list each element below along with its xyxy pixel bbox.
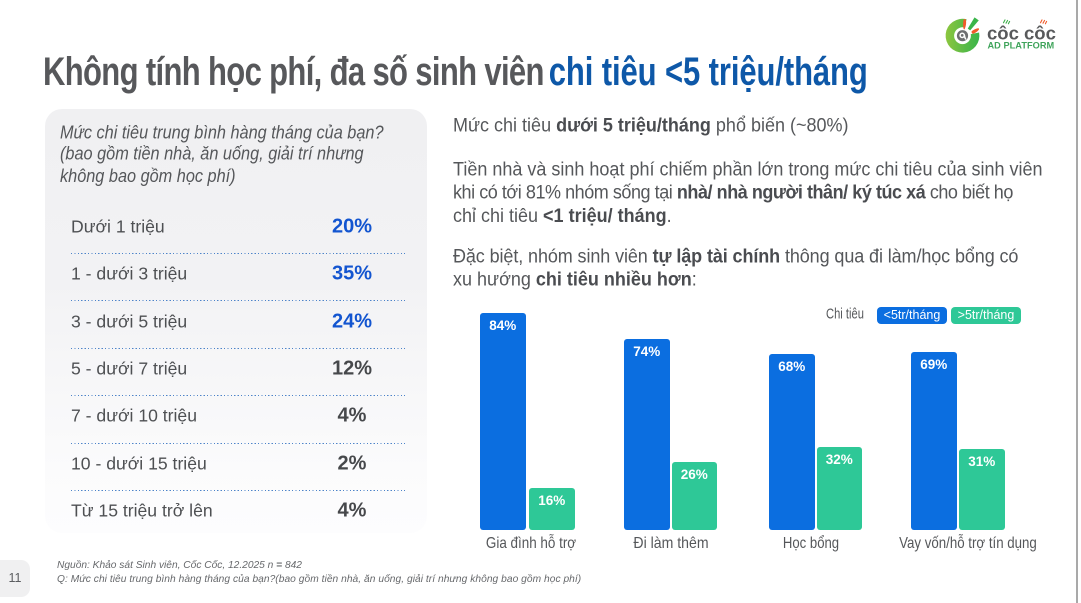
svg-text:côc côc: côc côc	[987, 22, 1056, 43]
svg-text:AD PLATFORM: AD PLATFORM	[988, 40, 1055, 50]
